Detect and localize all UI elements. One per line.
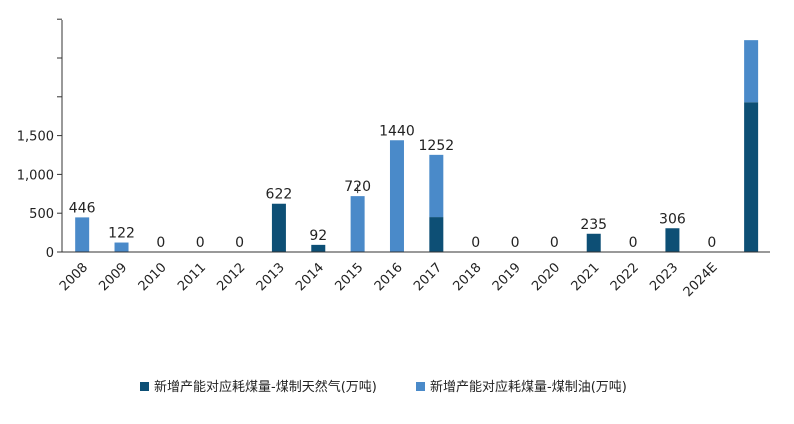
data-label-2009: 122: [108, 226, 135, 242]
data-label-2011: 0: [196, 235, 205, 251]
bar-2008-series-2: [75, 217, 90, 252]
data-label-2017: 1252: [419, 138, 455, 154]
x-tick-label-2021: 2021: [569, 260, 603, 294]
x-tick-label-2018: 2018: [450, 260, 484, 294]
y-tick-label-1000: 1,000: [17, 168, 54, 183]
data-label-2018: 0: [471, 235, 480, 251]
legend-label-1: 新增产能对应耗煤量-煤制天然气(万吨): [154, 379, 377, 395]
bar-2013-series-1: [271, 203, 286, 252]
x-tick-label-2010: 2010: [136, 260, 170, 294]
data-label-2024E: 0: [707, 235, 716, 251]
bar-forecast-series-2: [744, 40, 759, 103]
bar-2017-series-2: [429, 154, 444, 218]
data-label-2008: 446: [69, 200, 96, 216]
x-tick-label-2024E: 2024E: [681, 260, 721, 300]
y-tick-label-1500: 1,500: [17, 130, 54, 145]
x-tick-label-2014: 2014: [293, 260, 327, 294]
data-label-2012: 0: [235, 235, 244, 251]
x-tick-label-2022: 2022: [608, 260, 642, 294]
x-tick-label-2009: 2009: [96, 260, 130, 294]
data-label-2013: 622: [266, 187, 293, 203]
x-tick-label-2023: 2023: [647, 260, 681, 294]
data-label-2010: 0: [156, 235, 165, 251]
bar-2009-series-2: [114, 242, 129, 252]
y-tick-label-500: 500: [29, 207, 54, 222]
bars-layer: [75, 40, 759, 253]
bar-2023-series-1: [665, 228, 680, 252]
x-tick-label-2012: 2012: [214, 260, 248, 294]
x-tick-label-2017: 2017: [411, 260, 445, 294]
bar-2015-series-2: [350, 196, 365, 252]
x-tick-label-2013: 2013: [254, 260, 288, 294]
x-tick-label-2015: 2015: [332, 260, 366, 294]
data-label-2016: 1440: [379, 123, 415, 139]
data-label-2023: 306: [659, 211, 686, 227]
legend: 新增产能对应耗煤量-煤制天然气(万吨) 新增产能对应耗煤量-煤制油(万吨): [140, 379, 627, 395]
x-tick-label-2016: 2016: [372, 260, 406, 294]
legend-label-2: 新增产能对应耗煤量-煤制油(万吨): [430, 379, 627, 395]
data-label-2019: 0: [511, 235, 520, 251]
data-label-2021: 235: [580, 217, 607, 233]
legend-swatch-2: [416, 382, 425, 391]
bar-forecast-series-1: [744, 102, 759, 253]
bar-2017-series-1: [429, 217, 444, 252]
data-label-2014: 92: [309, 228, 327, 244]
data-label-2020: 0: [550, 235, 559, 251]
x-tick-label-2020: 2020: [529, 260, 563, 294]
legend-swatch-1: [140, 382, 149, 391]
bar-2016-series-2: [389, 140, 404, 252]
bar-2021-series-1: [586, 233, 601, 252]
data-label-2022: 0: [629, 235, 638, 251]
x-tick-label-2008: 2008: [57, 260, 91, 294]
bar-2014-series-1: [311, 244, 326, 252]
y-tick-label-0: 0: [46, 246, 54, 261]
x-tick-label-2011: 2011: [175, 260, 209, 294]
x-tick-label-2019: 2019: [490, 260, 524, 294]
